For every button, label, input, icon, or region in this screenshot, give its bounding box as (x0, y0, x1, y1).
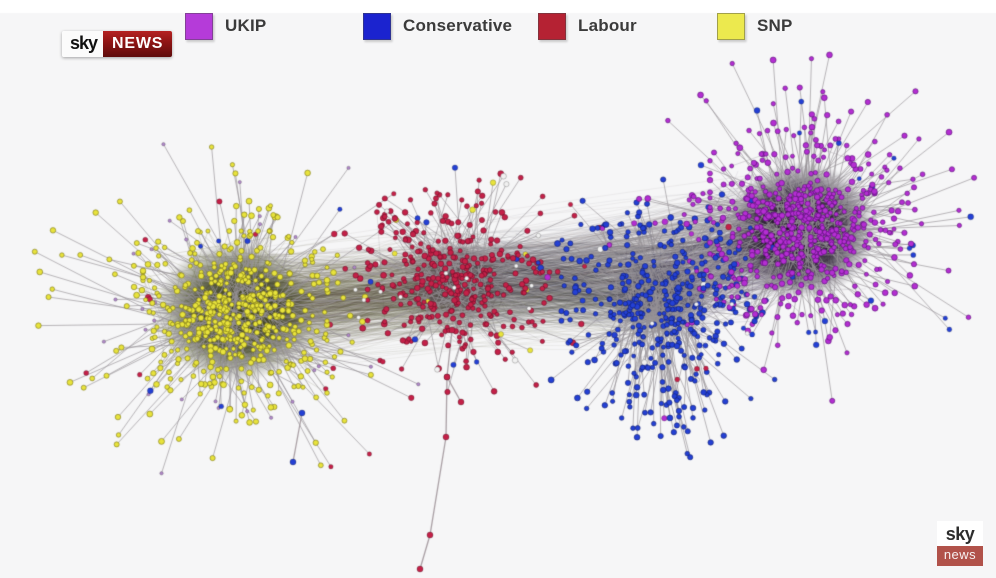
legend-swatch-ukip (185, 12, 213, 40)
legend-item-snp: SNP (717, 12, 793, 40)
news-logo-text: NEWS (103, 31, 173, 57)
legend-label-ukip: UKIP (225, 16, 267, 35)
legend-label-snp: SNP (757, 16, 793, 35)
legend-item-ukip: UKIP (185, 12, 267, 40)
watermark-sky-text: sky (937, 521, 983, 546)
sky-news-watermark: sky news (937, 521, 983, 566)
legend-swatch-snp (717, 12, 745, 40)
sky-logo-text: sky (62, 31, 104, 57)
sky-news-logo: sky NEWS (62, 31, 173, 57)
legend-item-labour: Labour (538, 12, 637, 40)
watermark-news-text: news (937, 546, 983, 566)
legend-label-conservative: Conservative (403, 16, 513, 35)
legend-item-conservative: Conservative (363, 12, 513, 40)
legend-swatch-conservative (363, 12, 391, 40)
legend-swatch-labour (538, 12, 566, 40)
legend-label-labour: Labour (578, 16, 637, 35)
